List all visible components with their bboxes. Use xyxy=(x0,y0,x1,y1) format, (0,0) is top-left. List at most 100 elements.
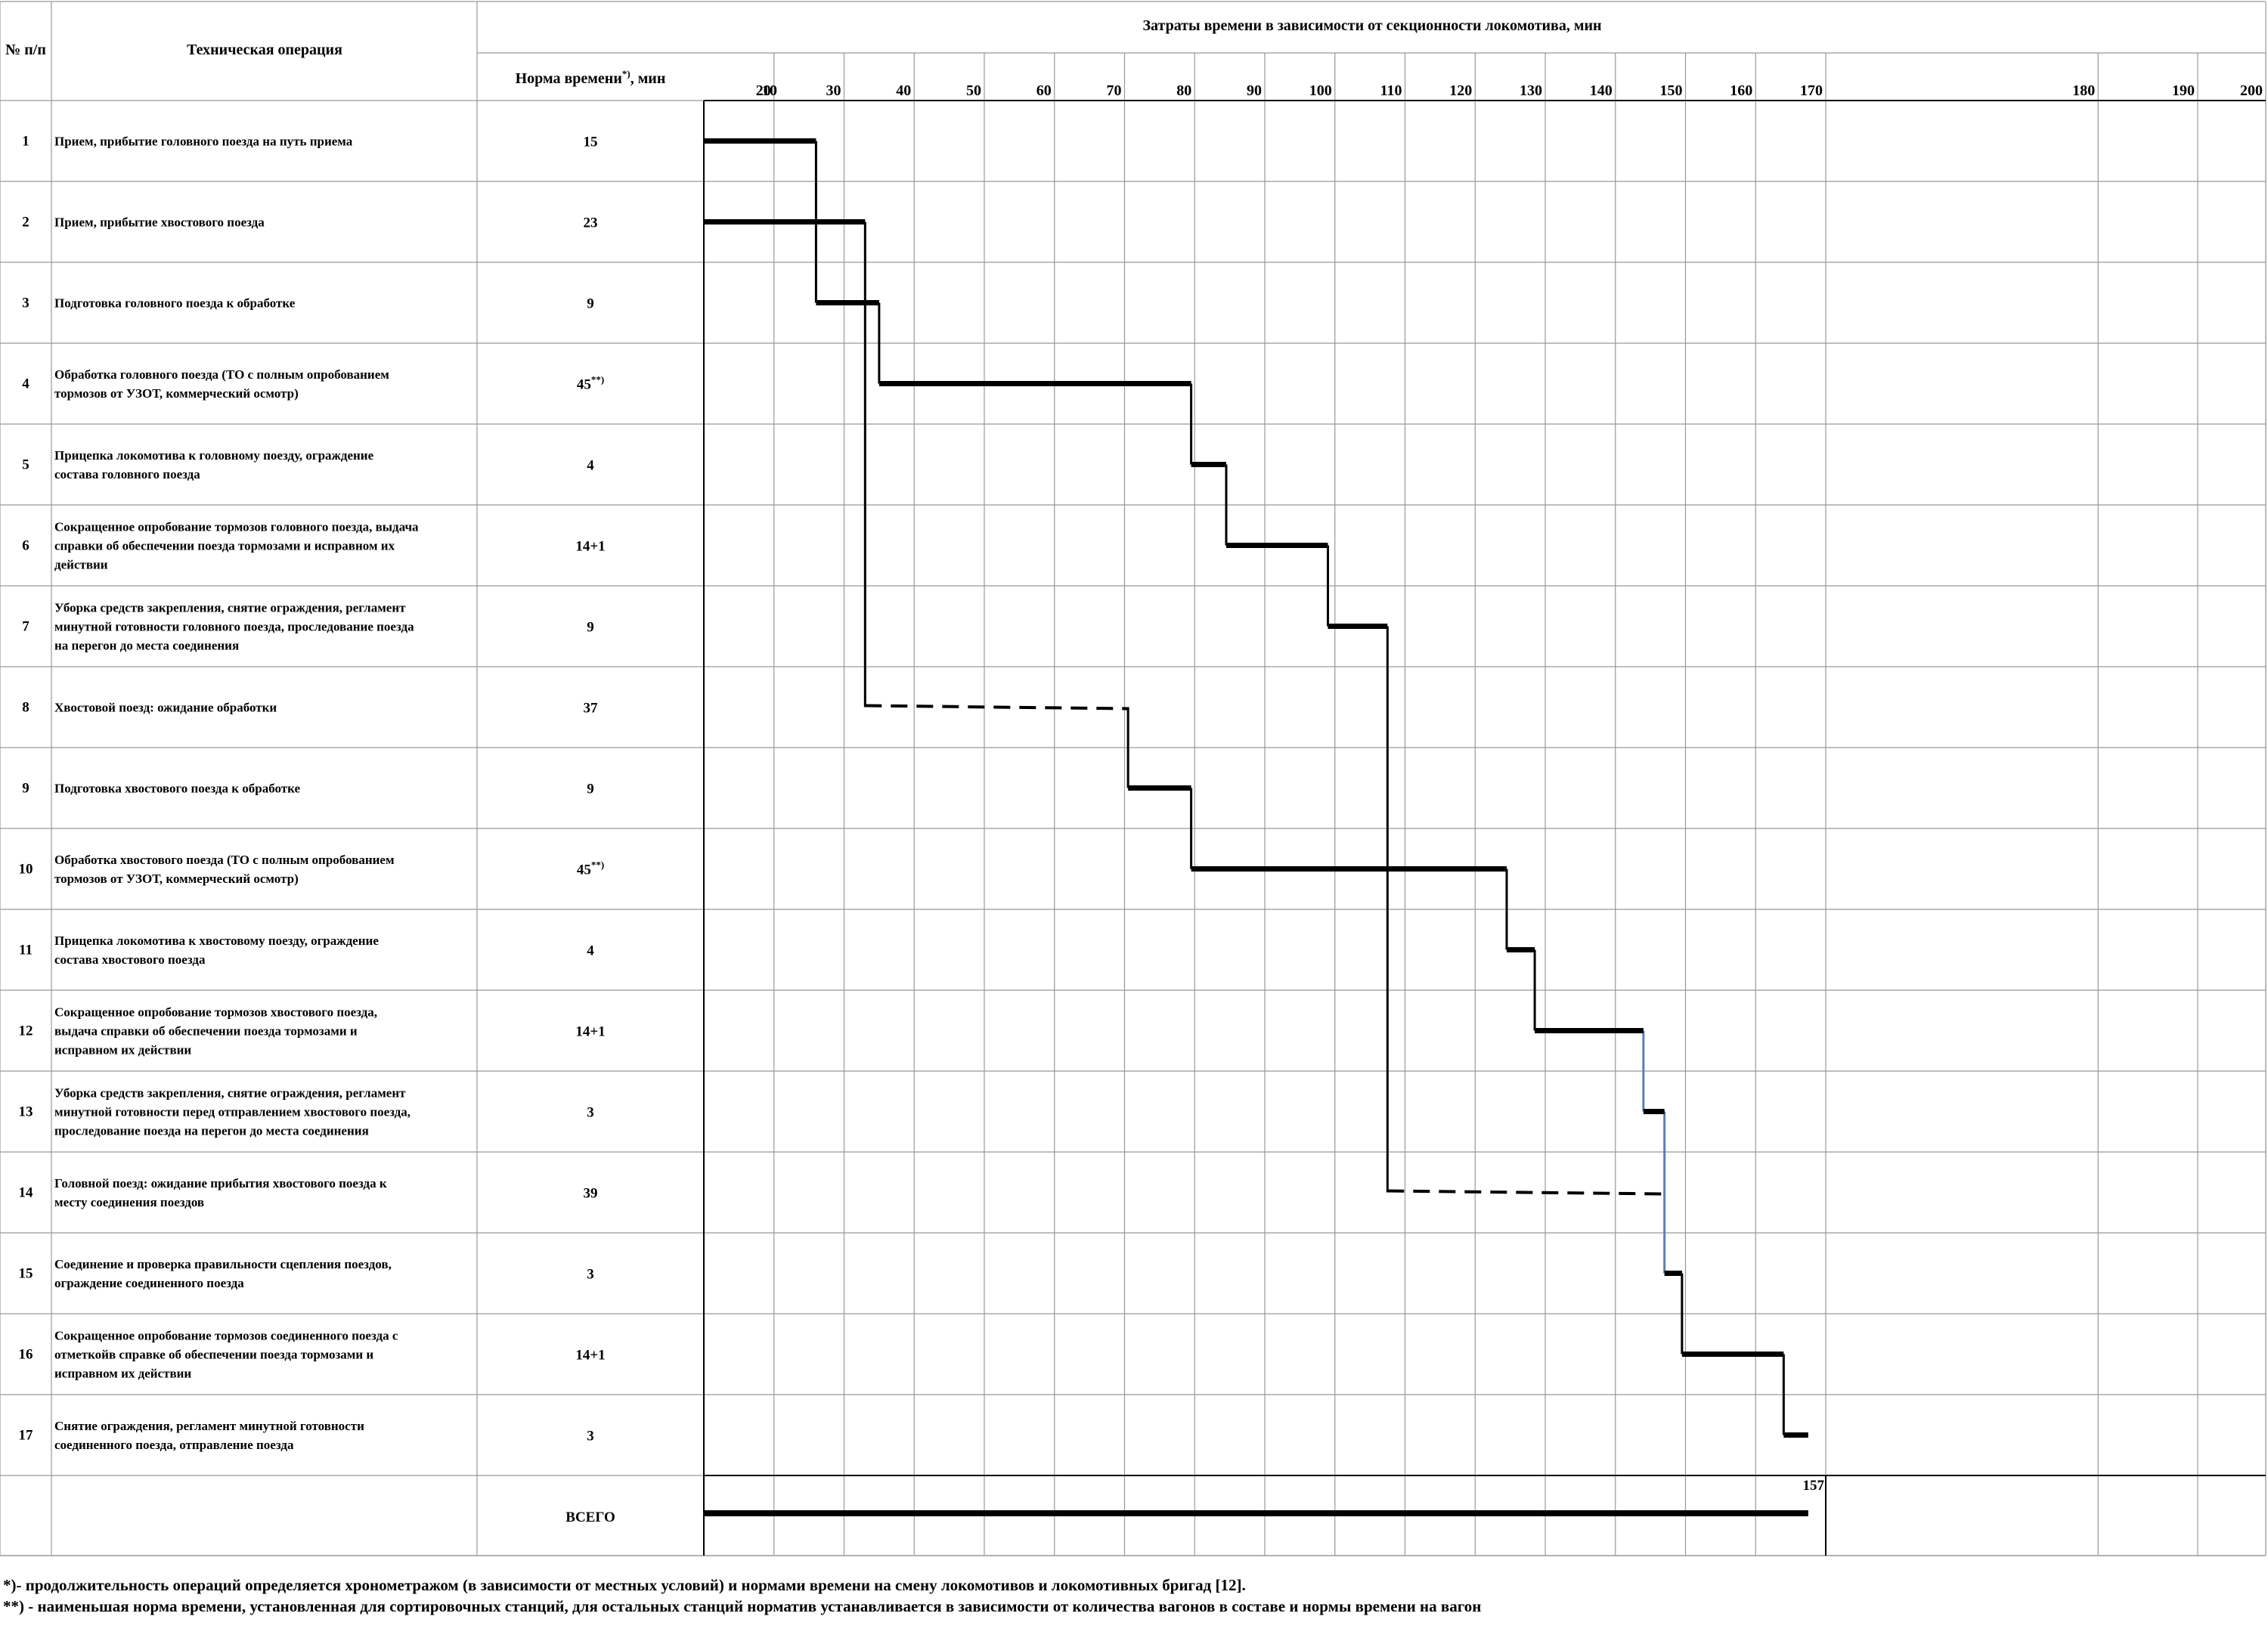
row-number: 6 xyxy=(22,538,29,554)
x-tick-label: 110 xyxy=(1380,82,1402,99)
x-tick-label: 150 xyxy=(1660,82,1683,99)
header-layer: № п/п Техническая операция Норма времени*)… xyxy=(5,17,2263,99)
operation-text: Уборка средств закрепления, снятие ограж… xyxy=(54,1086,406,1101)
row-number: 2 xyxy=(22,215,29,231)
x-tick-label: 180 xyxy=(2072,82,2095,99)
norm-value: 3 xyxy=(587,1429,594,1444)
x-tick-label: 120 xyxy=(1449,82,1472,99)
operation-text: минутной готовности головного поезда, пр… xyxy=(54,620,414,634)
operation-text: проследование поезда на перегон до места… xyxy=(54,1124,369,1138)
operation-text: Прицепка локомотива к хвостовому поезду,… xyxy=(54,934,379,948)
row-number: 9 xyxy=(22,781,29,797)
x-tick-label: 90 xyxy=(1247,82,1262,99)
row-number: 12 xyxy=(19,1023,33,1039)
row-number: 1 xyxy=(22,134,29,150)
x-tick-label: 70 xyxy=(1107,82,1122,99)
operation-text: Прием, прибытие хвостового поезда xyxy=(54,215,265,230)
operation-text: Прицепка локомотива к головному поезду, … xyxy=(54,448,374,463)
operation-text: Уборка средств закрепления, снятие ограж… xyxy=(54,601,406,615)
row-number: 11 xyxy=(19,943,33,958)
x-tick-label: 60 xyxy=(1036,82,1052,99)
norm-value: 9 xyxy=(587,782,594,797)
row-number: 3 xyxy=(22,296,29,311)
x-tick-label: 170 xyxy=(1800,82,1823,99)
total-layer: 157 xyxy=(704,1478,1825,1516)
footnote-2: **) - наименьшая норма времени, установл… xyxy=(3,1597,1482,1615)
x-tick-label: 40 xyxy=(896,82,911,99)
connector-layer xyxy=(814,141,1785,1435)
operation-text: ограждение соединенного поезда xyxy=(54,1276,244,1290)
col-num-header: № п/п xyxy=(5,42,46,58)
col-norm-header: Норма времени*), мин xyxy=(516,68,666,87)
x-tick-label: 140 xyxy=(1590,82,1613,99)
row-number: 5 xyxy=(22,457,29,473)
operation-text: Снятие ограждения, регламент минутной го… xyxy=(54,1419,364,1433)
operation-text: Сокращенное опробование тормозов хвостов… xyxy=(54,1005,377,1020)
row-number: 15 xyxy=(19,1266,33,1282)
row-number: 13 xyxy=(19,1104,33,1120)
operation-text: на перегон до места соединения xyxy=(54,639,239,653)
row-number: 8 xyxy=(22,700,29,716)
operation-text: Головной поезд: ожидание прибытия хвосто… xyxy=(54,1176,387,1191)
operation-text: тормозов от УЗОТ, коммерческий осмотр) xyxy=(54,386,299,401)
operation-text: Хвостовой поезд: ожидание обработки xyxy=(54,701,277,715)
x-tick-label: 50 xyxy=(966,82,981,99)
x-tick-label: 10 xyxy=(762,82,777,99)
operation-text: Соединение и проверка правильности сцепл… xyxy=(54,1257,392,1271)
norm-value: 4 xyxy=(587,458,594,474)
operation-text: соединенного поезда, отправление поезда xyxy=(54,1438,294,1452)
operation-text: исправном их действии xyxy=(54,1043,191,1057)
norm-value: 3 xyxy=(587,1267,594,1283)
norm-value: 4 xyxy=(587,943,594,959)
footnote-1: *)- продолжительность операций определяе… xyxy=(3,1576,1246,1594)
x-tick-label: 100 xyxy=(1309,82,1332,99)
row-number: 17 xyxy=(19,1428,34,1444)
norm-value: 45**) xyxy=(577,374,604,393)
operation-text: справки об обеспечении поезда тормозами … xyxy=(54,539,395,553)
col-operation-header: Техническая операция xyxy=(187,42,342,58)
norm-value: 45**) xyxy=(577,859,604,878)
operation-text: действии xyxy=(54,558,108,572)
operation-text: Подготовка головного поезда к обработке xyxy=(54,296,296,311)
operation-text: состава хвостового поезда xyxy=(54,952,206,967)
norm-value: 3 xyxy=(587,1105,594,1121)
bar-layer xyxy=(704,138,1808,1438)
row-number: 14 xyxy=(19,1185,34,1201)
operation-text: Обработка головного поезда (ТО с полным … xyxy=(54,367,389,382)
operation-text: тормозов от УЗОТ, коммерческий осмотр) xyxy=(54,872,299,886)
norm-value: 37 xyxy=(584,701,599,717)
operation-text: отметкойв справке об обеспечении поезда … xyxy=(54,1348,373,1362)
table-text: 1 Прием, прибытие головного поезда на пут… xyxy=(19,134,615,1526)
chart-title: Затраты времени в зависимости от секцион… xyxy=(1142,17,1601,34)
x-tick-label: 80 xyxy=(1176,82,1191,99)
norm-value: 14+1 xyxy=(575,539,605,555)
row-number: 10 xyxy=(19,862,33,878)
norm-value: 15 xyxy=(584,135,598,150)
x-tick-label: 130 xyxy=(1520,82,1542,99)
norm-value: 9 xyxy=(587,296,594,312)
norm-value: 23 xyxy=(584,215,598,231)
row-number: 16 xyxy=(19,1347,33,1363)
norm-value: 39 xyxy=(584,1186,598,1202)
operation-text: Подготовка хвостового поезда к обработке xyxy=(54,782,300,796)
x-tick-label: 20 xyxy=(756,82,771,99)
operation-text: состава головного поезда xyxy=(54,467,200,481)
operation-text: Сокращенное опробование тормозов соедине… xyxy=(54,1329,398,1343)
x-tick-label: 160 xyxy=(1730,82,1752,99)
operation-text: минутной готовности перед отправлением х… xyxy=(54,1105,411,1119)
total-value: 157 xyxy=(1803,1478,1825,1494)
norm-value: 9 xyxy=(587,620,594,636)
operation-text: Сокращенное опробование тормозов головно… xyxy=(54,520,419,534)
operation-text: выдача справки об обеспечении поезда тор… xyxy=(54,1024,358,1039)
grid-layer xyxy=(0,1,2266,1556)
operation-text: исправном их действии xyxy=(54,1367,191,1381)
total-label: ВСЕГО xyxy=(565,1509,615,1525)
row-number: 4 xyxy=(22,376,29,392)
norm-value: 14+1 xyxy=(575,1348,605,1364)
row-number: 7 xyxy=(22,619,29,635)
bar-dashed xyxy=(865,704,1129,711)
operation-text: Обработка хвостового поезда (ТО с полным… xyxy=(54,853,395,867)
bar-dashed xyxy=(1387,1189,1665,1196)
operation-text: месту соединения поездов xyxy=(54,1195,204,1209)
